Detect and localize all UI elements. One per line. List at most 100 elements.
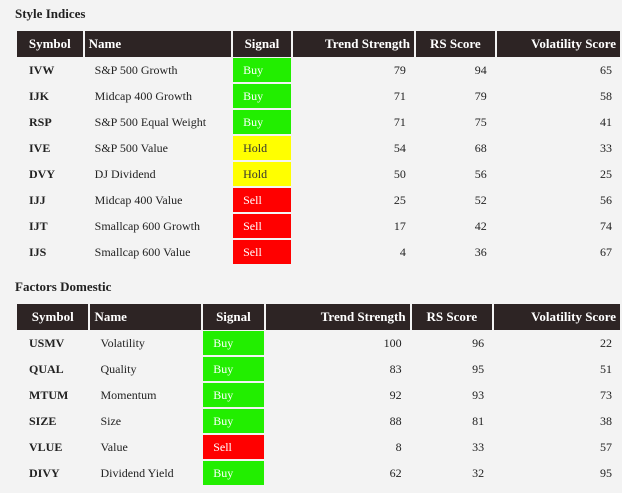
rs-score-cell: 94 <box>474 62 487 77</box>
table-header-row: Symbol Name Signal Trend Strength RS Sco… <box>17 31 620 57</box>
trend-strength-cell: 92 <box>389 387 402 402</box>
col-header-symbol[interactable]: Symbol <box>17 304 89 330</box>
col-header-name[interactable]: Name <box>84 31 232 57</box>
name-cell: Midcap 400 Growth <box>94 88 192 103</box>
trend-strength-cell: 54 <box>393 140 406 155</box>
col-header-trend-strength[interactable]: Trend Strength <box>292 31 414 57</box>
name-cell: Value <box>100 439 128 454</box>
col-header-rs-score[interactable]: RS Score <box>411 304 493 330</box>
signal-cell: Sell <box>233 187 291 213</box>
signal-cell: Buy <box>233 109 291 135</box>
signal-badge: Hold <box>233 136 291 160</box>
col-header-signal[interactable]: Signal <box>233 31 291 57</box>
table-row[interactable]: RSP S&P 500 Equal Weight Buy 71 75 41 <box>17 109 620 135</box>
symbol-cell[interactable]: VLUE <box>29 439 63 454</box>
rs-score-cell: 93 <box>472 387 485 402</box>
name-cell: S&P 500 Growth <box>94 62 178 77</box>
table-row[interactable]: DVY DJ Dividend Hold 50 56 25 <box>17 161 620 187</box>
symbol-cell[interactable]: QUAL <box>29 361 64 376</box>
trend-strength-cell: 83 <box>389 361 402 376</box>
name-cell: Smallcap 600 Growth <box>94 218 200 233</box>
table-row[interactable]: VLUE Value Sell 8 33 57 <box>17 434 620 460</box>
signal-cell: Buy <box>203 382 264 408</box>
symbol-cell[interactable]: MTUM <box>29 387 69 402</box>
rs-score-cell: 52 <box>474 192 487 207</box>
table-row[interactable]: IJJ Midcap 400 Value Sell 25 52 56 <box>17 187 620 213</box>
signal-cell: Buy <box>203 330 264 356</box>
signal-cell: Buy <box>233 83 291 109</box>
col-header-rs-score[interactable]: RS Score <box>415 31 495 57</box>
style-indices-table: Symbol Name Signal Trend Strength RS Sco… <box>15 31 622 265</box>
rs-score-cell: 56 <box>474 166 487 181</box>
trend-strength-cell: 4 <box>399 244 406 259</box>
symbol-cell[interactable]: DVY <box>29 166 55 181</box>
table-row[interactable]: IVE S&P 500 Value Hold 54 68 33 <box>17 135 620 161</box>
symbol-cell[interactable]: USMV <box>29 335 65 350</box>
symbol-cell[interactable]: IVE <box>29 140 51 155</box>
signal-badge: Buy <box>203 461 264 485</box>
volatility-score-cell: 95 <box>600 465 612 480</box>
section-title-factors-domestic: Factors Domestic <box>15 279 112 294</box>
signal-cell: Sell <box>233 239 291 265</box>
rs-score-cell: 42 <box>474 218 487 233</box>
symbol-cell[interactable]: IJS <box>29 244 47 259</box>
trend-strength-cell: 100 <box>383 335 402 350</box>
symbol-cell[interactable]: IJK <box>29 88 50 103</box>
table-row[interactable]: USMV Volatility Buy 100 96 22 <box>17 330 620 356</box>
symbol-cell[interactable]: SIZE <box>29 413 57 428</box>
name-cell: DJ Dividend <box>94 166 156 181</box>
rs-score-cell: 32 <box>472 465 485 480</box>
volatility-score-cell: 65 <box>600 62 612 77</box>
table-row[interactable]: IJT Smallcap 600 Growth Sell 17 42 74 <box>17 213 620 239</box>
symbol-cell[interactable]: IJT <box>29 218 48 233</box>
table-row[interactable]: SIZE Size Buy 88 81 38 <box>17 408 620 434</box>
col-header-volatility-score[interactable]: Volatility Score <box>494 304 620 330</box>
rs-score-cell: 36 <box>474 244 487 259</box>
volatility-score-cell: 38 <box>600 413 612 428</box>
signal-cell: Sell <box>233 213 291 239</box>
col-header-name[interactable]: Name <box>90 304 202 330</box>
signal-badge: Sell <box>233 188 291 212</box>
rs-score-cell: 75 <box>474 114 487 129</box>
table-row[interactable]: IJS Smallcap 600 Value Sell 4 36 67 <box>17 239 620 265</box>
symbol-cell[interactable]: IVW <box>29 62 55 77</box>
signal-cell: Hold <box>233 161 291 187</box>
trend-strength-cell: 62 <box>389 465 402 480</box>
signal-cell: Buy <box>203 356 264 382</box>
trend-strength-cell: 50 <box>393 166 406 181</box>
trend-strength-cell: 88 <box>389 413 402 428</box>
signal-badge: Sell <box>233 214 291 238</box>
signal-cell: Hold <box>233 135 291 161</box>
factors-domestic-table: Symbol Name Signal Trend Strength RS Sco… <box>15 304 622 486</box>
signal-cell: Sell <box>203 434 264 460</box>
signal-badge: Buy <box>203 383 264 407</box>
col-header-trend-strength[interactable]: Trend Strength <box>265 304 410 330</box>
rs-score-cell: 33 <box>472 439 485 454</box>
symbol-cell[interactable]: IJJ <box>29 192 46 207</box>
signal-cell: Buy <box>233 57 291 83</box>
table-row[interactable]: MTUM Momentum Buy 92 93 73 <box>17 382 620 408</box>
trend-strength-cell: 17 <box>393 218 406 233</box>
signal-badge: Buy <box>203 331 264 355</box>
col-header-signal[interactable]: Signal <box>203 304 264 330</box>
table-row[interactable]: DIVY Dividend Yield Buy 62 32 95 <box>17 460 620 486</box>
signal-badge: Buy <box>203 357 264 381</box>
trend-strength-cell: 71 <box>393 88 406 103</box>
volatility-score-cell: 73 <box>600 387 612 402</box>
table-row[interactable]: IJK Midcap 400 Growth Buy 71 79 58 <box>17 83 620 109</box>
col-header-symbol[interactable]: Symbol <box>17 31 83 57</box>
col-header-volatility-score[interactable]: Volatility Score <box>496 31 620 57</box>
trend-strength-cell: 71 <box>393 114 406 129</box>
symbol-cell[interactable]: RSP <box>29 114 52 129</box>
volatility-score-cell: 56 <box>600 192 612 207</box>
name-cell: Momentum <box>100 387 157 402</box>
table-row[interactable]: QUAL Quality Buy 83 95 51 <box>17 356 620 382</box>
name-cell: S&P 500 Equal Weight <box>94 114 207 129</box>
signal-badge: Sell <box>233 240 291 264</box>
rs-score-cell: 81 <box>472 413 485 428</box>
trend-strength-cell: 25 <box>393 192 406 207</box>
symbol-cell[interactable]: DIVY <box>29 465 60 480</box>
rs-score-cell: 79 <box>474 88 487 103</box>
table-row[interactable]: IVW S&P 500 Growth Buy 79 94 65 <box>17 57 620 83</box>
signal-badge: Buy <box>233 84 291 108</box>
